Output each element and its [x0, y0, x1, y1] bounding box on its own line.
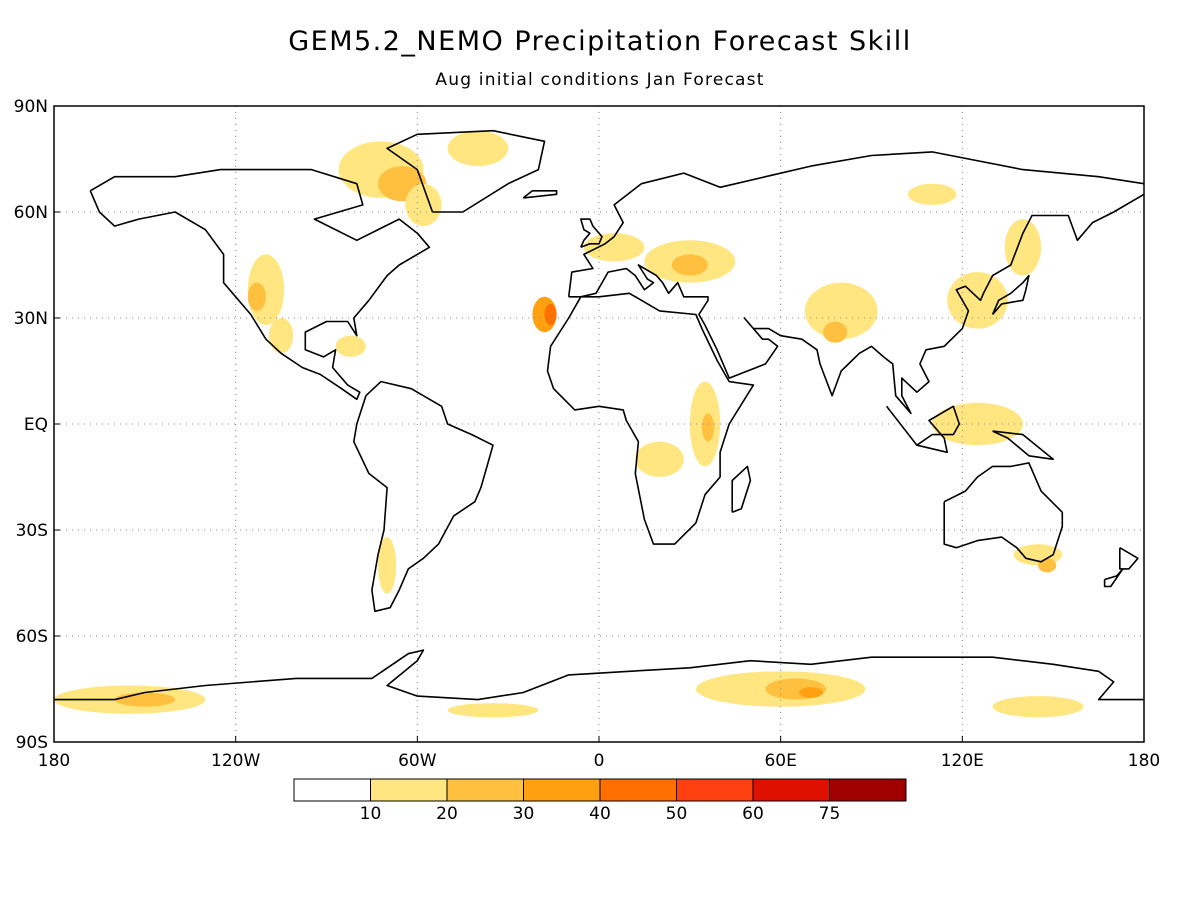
skill-region [114, 692, 176, 707]
x-tick-label: 180 [1128, 751, 1160, 771]
skill-region [1038, 558, 1057, 573]
skill-region [268, 318, 294, 354]
skill-region [907, 183, 957, 205]
skill-region [447, 703, 539, 718]
x-tick-label: 120W [211, 751, 260, 771]
coastline [546, 292, 755, 545]
skill-regions [54, 130, 1084, 718]
skill-region [335, 335, 366, 357]
coastline [1103, 568, 1124, 588]
coastline [991, 274, 1030, 316]
x-tick-label: 180 [38, 751, 70, 771]
skill-region [1004, 219, 1042, 276]
colorbar-bin [599, 778, 677, 802]
skill-region [377, 537, 397, 594]
y-tick-label: 30N [14, 309, 48, 329]
coastline [386, 129, 546, 213]
colorbar-bin [293, 778, 371, 802]
x-tick-label: 60E [764, 751, 796, 771]
skill-region [544, 303, 557, 326]
y-tick-label: EQ [24, 415, 48, 435]
coastline [1119, 547, 1139, 570]
y-tick-label: 60N [14, 203, 48, 223]
colorbar-bin [446, 778, 524, 802]
x-tick-label: 60W [398, 751, 437, 771]
skill-region [671, 254, 708, 276]
y-tick-label: 60S [16, 627, 48, 647]
coastline [352, 380, 494, 613]
skill-region [992, 696, 1084, 718]
skill-region [804, 282, 878, 340]
coastline [943, 462, 1064, 563]
colorbar-label: 30 [513, 804, 535, 824]
y-tick-label: 90N [14, 97, 48, 117]
skill-region [635, 441, 684, 478]
colorbar-bin [370, 778, 448, 802]
y-tick-label: 30S [16, 521, 48, 541]
colorbar-bin [829, 778, 907, 802]
colorbar-label: 40 [589, 804, 611, 824]
colorbar-label: 75 [819, 804, 841, 824]
coastline [89, 168, 431, 401]
skill-region [405, 183, 442, 227]
colorbar-bin [676, 778, 754, 802]
colorbar-label: 20 [436, 804, 458, 824]
graticule [54, 106, 1144, 742]
x-tick-label: 0 [594, 751, 605, 771]
coastlines [54, 129, 1144, 701]
coastline [731, 465, 752, 514]
colorbar-label: 50 [666, 804, 688, 824]
skill-region [701, 413, 715, 442]
x-tick-label: 120E [941, 751, 984, 771]
colorbar-label: 10 [360, 804, 382, 824]
coastline [567, 151, 1144, 297]
coastline [992, 430, 1054, 461]
colorbar-bin [752, 778, 830, 802]
coastline [522, 190, 558, 199]
coastline [54, 649, 1144, 701]
skill-region [247, 282, 266, 311]
skill-region [798, 687, 824, 698]
skill-region [447, 130, 509, 167]
colorbar-label: 60 [742, 804, 764, 824]
chart-title: GEM5.2_NEMO Precipitation Forecast Skill [288, 26, 912, 57]
chart-subtitle: Aug initial conditions Jan Forecast [435, 70, 765, 90]
skill-region [583, 233, 645, 262]
coastline [885, 405, 961, 454]
coastline [568, 193, 1144, 415]
coastline [579, 218, 603, 249]
colorbar-bin [523, 778, 601, 802]
skill-region [823, 321, 848, 343]
colorbar: 10 20 30 40 50 60 75 [293, 778, 907, 824]
y-tick-label: 90S [16, 733, 48, 753]
